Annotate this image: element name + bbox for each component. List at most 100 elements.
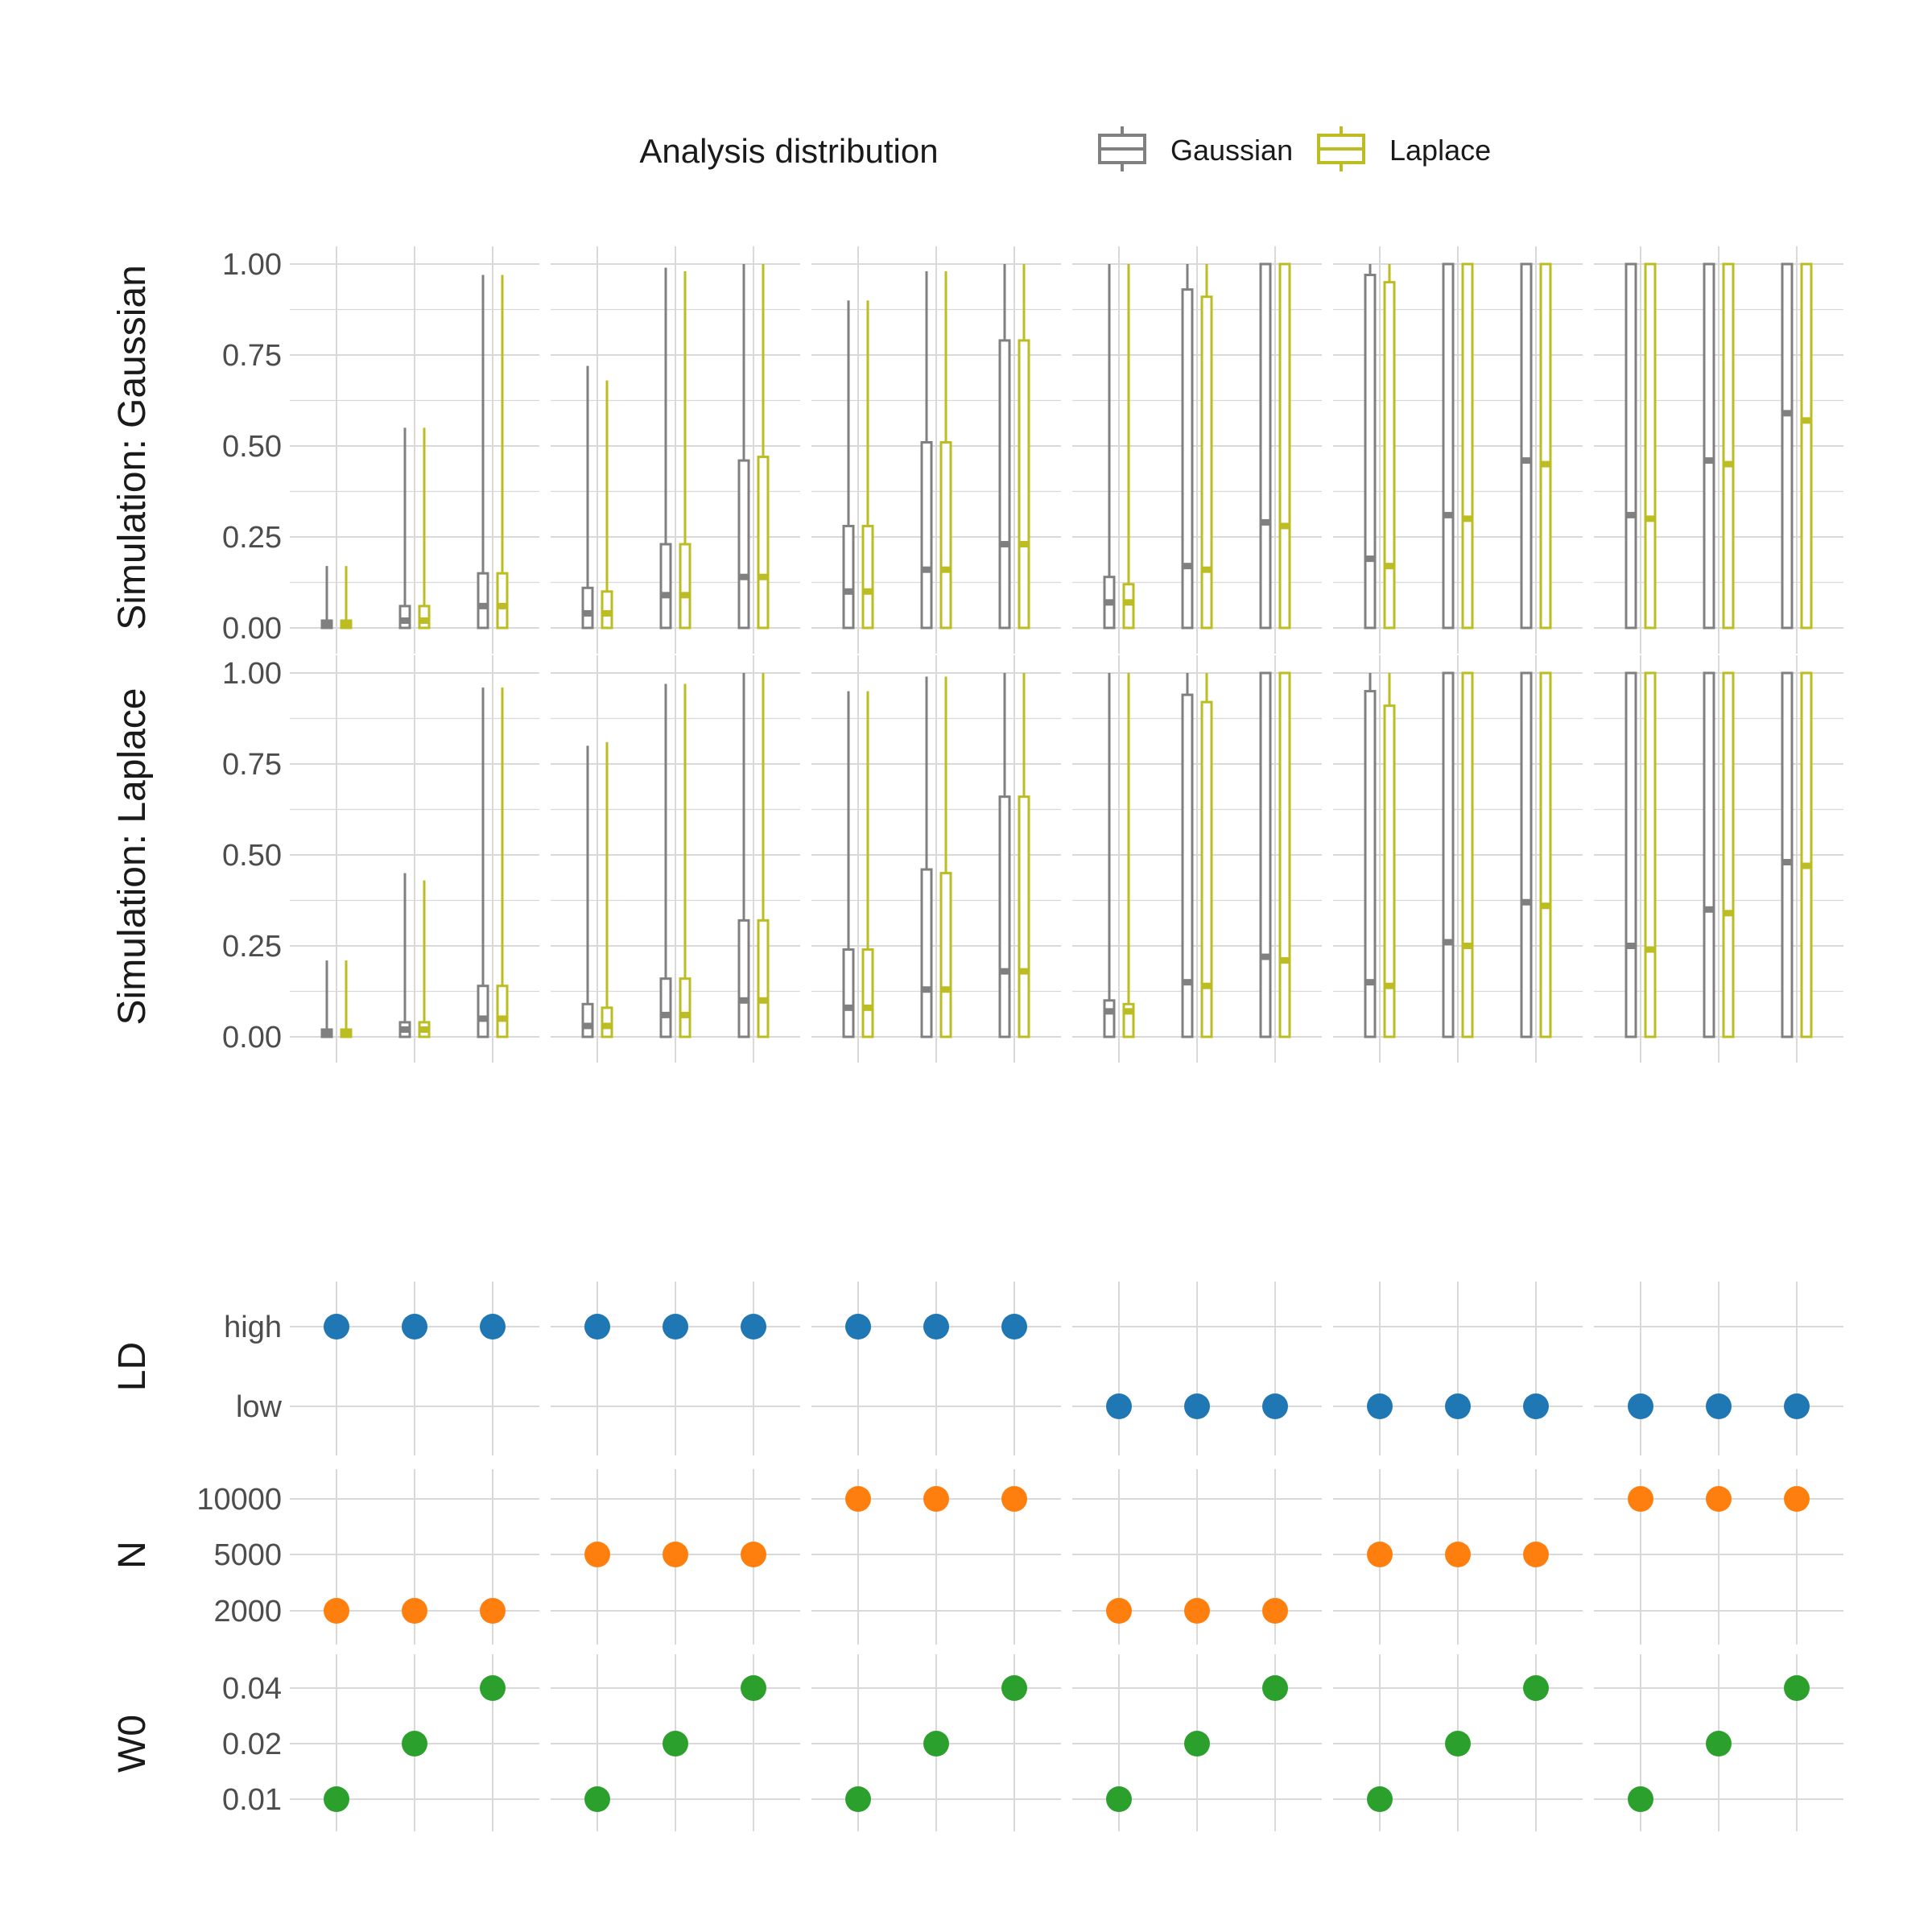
box-gaussian [1103, 999, 1116, 1038]
panel-n-point [480, 1598, 506, 1624]
panel-w0-point [584, 1786, 610, 1812]
box-gaussian [998, 795, 1011, 1038]
panel-laplace-series-laplace [340, 671, 1813, 1038]
median-gaussian [1704, 457, 1714, 464]
box-laplace [1461, 262, 1474, 630]
median-laplace [1019, 541, 1029, 548]
box-laplace [1644, 671, 1657, 1038]
panel-ld-strip-label: LD [111, 1342, 154, 1391]
box-gaussian [1624, 671, 1637, 1038]
box-laplace [861, 948, 874, 1038]
box-laplace [1278, 262, 1291, 630]
panel-n-strip-label: N [111, 1541, 154, 1569]
median-laplace [1385, 563, 1394, 570]
box-gaussian [1181, 693, 1194, 1038]
panel-laplace-ytick: 0.50 [222, 839, 282, 873]
box-gaussian [1259, 262, 1272, 630]
box-gaussian [920, 440, 933, 630]
median-gaussian [844, 588, 853, 595]
panel-n-point [923, 1486, 949, 1512]
box-laplace [1461, 671, 1474, 1038]
box-gaussian [1624, 262, 1637, 630]
median-gaussian [400, 1026, 410, 1033]
box-gaussian [477, 985, 489, 1038]
panel-n-point [1184, 1598, 1210, 1624]
median-gaussian [1261, 953, 1270, 960]
box-laplace [601, 590, 613, 630]
median-laplace [1802, 417, 1811, 424]
median-gaussian [583, 1022, 592, 1030]
panel-w0-point [1262, 1675, 1288, 1701]
panel-laplace-series-gaussian [320, 671, 1794, 1038]
box-gaussian [1703, 262, 1715, 630]
median-gaussian [322, 1030, 332, 1037]
panel-n-point [1262, 1598, 1288, 1624]
median-gaussian [1365, 979, 1375, 986]
panel-w0-point [1001, 1675, 1027, 1701]
panel-laplace-ytick: 1.00 [222, 657, 282, 691]
panel-laplace-ytick: 0.75 [222, 748, 282, 782]
median-gaussian [739, 997, 749, 1004]
median-laplace [1280, 522, 1290, 530]
median-gaussian [922, 566, 931, 573]
median-gaussian [1365, 555, 1375, 563]
median-laplace [941, 986, 951, 993]
median-gaussian [1521, 898, 1531, 906]
box-gaussian [737, 919, 750, 1038]
panel-ld-point [1106, 1393, 1132, 1419]
median-laplace [1124, 599, 1133, 606]
box-laplace [1644, 262, 1657, 630]
panel-gaussian-ytick: 0.25 [222, 521, 282, 555]
panel-w0-ytick: 0.04 [222, 1672, 282, 1706]
panel-ld-point [1706, 1393, 1732, 1419]
panel-w0-point [324, 1786, 349, 1812]
panel-n-point [1106, 1598, 1132, 1624]
panel-ld-point [923, 1314, 949, 1340]
panel-ld-point [1262, 1393, 1288, 1419]
panel-w0-point [402, 1731, 427, 1757]
panel-w0-point [1523, 1675, 1549, 1701]
box-laplace [418, 605, 431, 630]
panel-gaussian-series-laplace [340, 262, 1813, 630]
median-laplace [1724, 910, 1733, 917]
box-laplace [679, 543, 691, 630]
box-gaussian [1259, 671, 1272, 1038]
median-laplace [680, 592, 690, 599]
legend-label-laplace: Laplace [1389, 134, 1491, 167]
panel-w0-ytick: 0.01 [222, 1783, 282, 1817]
median-laplace [341, 1030, 351, 1037]
median-gaussian [739, 573, 749, 580]
median-gaussian [1626, 511, 1636, 518]
box-laplace [1800, 671, 1813, 1038]
panel-w0-point [923, 1731, 949, 1757]
median-gaussian [1704, 906, 1714, 913]
panel-ld-point [480, 1314, 506, 1340]
box-laplace [1722, 671, 1735, 1038]
panel-n-point [741, 1542, 766, 1567]
panel-w0-point [663, 1731, 688, 1757]
panel-w0-point [1628, 1786, 1653, 1812]
panel-n-ytick: 10000 [196, 1483, 282, 1517]
median-gaussian [1443, 511, 1453, 518]
box-laplace [601, 1006, 613, 1038]
panel-laplace-strip-label: Simulation: Laplace [111, 688, 154, 1026]
box-gaussian [659, 543, 672, 630]
legend-entry-laplace: Laplace [1317, 126, 1491, 171]
box-gaussian [398, 605, 411, 630]
panel-w0-ytick: 0.02 [222, 1728, 282, 1761]
box-gaussian [998, 339, 1011, 630]
panel-gaussian-ytick: 0.00 [222, 612, 282, 646]
median-laplace [1645, 515, 1655, 522]
box-laplace [861, 524, 874, 630]
box-gaussian [842, 524, 855, 630]
panel-n: 2000 5000 10000 N [111, 1469, 1843, 1645]
panel-n-point [663, 1542, 688, 1567]
panel-ld-ytick: high [224, 1311, 282, 1344]
median-laplace [758, 997, 768, 1004]
panel-gaussian-ytick: 0.75 [222, 339, 282, 373]
median-gaussian [1183, 979, 1192, 986]
box-laplace [1539, 671, 1552, 1038]
median-gaussian [844, 1004, 853, 1011]
panel-ld-point [663, 1314, 688, 1340]
box-laplace [1278, 671, 1291, 1038]
